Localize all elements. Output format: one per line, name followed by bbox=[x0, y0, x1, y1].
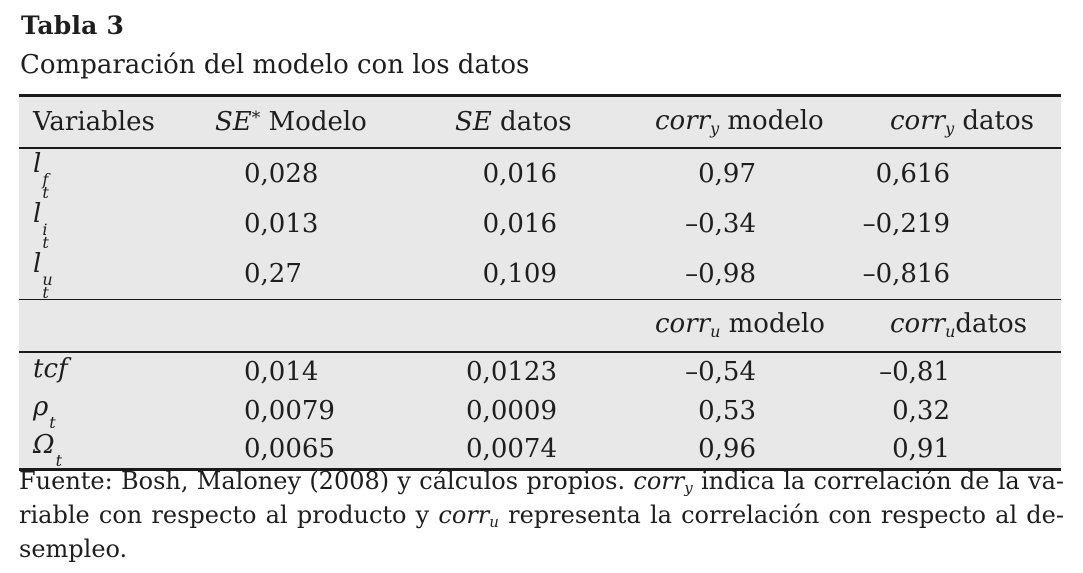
cell-corr-datos: –0,81 bbox=[879, 357, 950, 387]
header-cell-corry-modelo: corry modelo bbox=[649, 96, 859, 148]
variable-superscript: i bbox=[42, 219, 48, 239]
cell-se-datos: 0,016 bbox=[482, 158, 557, 189]
header-cell-se-modelo: SE* Modelo bbox=[199, 96, 439, 148]
cell-corr-modelo: –0,98 bbox=[685, 258, 756, 289]
cell-corr-modelo: 0,96 bbox=[698, 433, 756, 464]
variable-subscript: t bbox=[42, 182, 49, 202]
header-label: corr bbox=[655, 309, 711, 340]
header-cell-corry-datos: corry datos bbox=[859, 96, 1061, 148]
variable-label-cell: tcf bbox=[19, 352, 199, 391]
table-header-row: Variables SE* Modelo SE datos corry mode… bbox=[19, 96, 1061, 148]
header-subscript: u bbox=[945, 322, 956, 342]
cell-corr-datos: –0,816 bbox=[862, 258, 950, 289]
header-label: corr bbox=[655, 105, 711, 136]
variable-superscript: f bbox=[42, 169, 49, 189]
header-cell-se-datos: SE datos bbox=[439, 96, 649, 148]
cell-se-datos: 0,0009 bbox=[466, 395, 557, 426]
cell-se-modelo: 0,27 bbox=[244, 258, 302, 289]
variable-subscript: t bbox=[42, 232, 49, 252]
cell-se-datos: 0,016 bbox=[482, 208, 557, 239]
header-label: Variables bbox=[33, 106, 155, 137]
cell-corr-modelo: –0,34 bbox=[685, 208, 756, 239]
header-label: datos bbox=[954, 105, 1034, 136]
footnote-line: sempleo. bbox=[19, 535, 128, 563]
variable-label: tcf bbox=[33, 354, 68, 384]
header-subscript: u bbox=[710, 322, 721, 342]
header-label: Modelo bbox=[260, 106, 367, 137]
cell-se-datos: 0,109 bbox=[482, 258, 557, 289]
corr-subscript: y bbox=[684, 479, 693, 497]
comparison-table: Variables SE* Modelo SE datos corry mode… bbox=[19, 94, 1061, 471]
variable-subscript: t bbox=[42, 282, 49, 302]
cell-se-modelo: 0,0079 bbox=[244, 395, 335, 426]
corr-term: corr bbox=[633, 467, 685, 495]
header-superscript: * bbox=[251, 107, 261, 128]
variable-superscript: u bbox=[42, 269, 53, 289]
header-label: modelo bbox=[719, 105, 824, 136]
cell-se-datos: 0,0074 bbox=[466, 433, 557, 464]
table-row: tcf 0,014 0,0123 –0,54 –0,81 bbox=[19, 352, 1061, 391]
cell-se-modelo: 0,028 bbox=[244, 158, 319, 189]
header-label: corr bbox=[890, 309, 946, 340]
header-label: modelo bbox=[720, 309, 825, 340]
cell-corr-datos: 0,32 bbox=[892, 395, 950, 426]
table-footnote: Fuente: Bosh, Maloney (2008) y cálculos … bbox=[19, 464, 1064, 566]
cell-se-datos: 0,0123 bbox=[466, 357, 557, 387]
header-cell-corru-modelo: corru modelo bbox=[649, 299, 859, 352]
mid-header-row: corru modelo corrudatos bbox=[19, 299, 1061, 352]
header-label: datos bbox=[491, 106, 572, 137]
cell-corr-modelo: –0,54 bbox=[685, 357, 756, 387]
cell-corr-datos: 0,91 bbox=[892, 433, 950, 464]
corr-subscript: u bbox=[489, 513, 499, 531]
header-label: datos bbox=[955, 309, 1027, 340]
variable-subscript: t bbox=[55, 451, 62, 471]
cell-se-modelo: 0,013 bbox=[244, 208, 319, 239]
footnote-line: Fuente: Bosh, Maloney (2008) y cálculos … bbox=[19, 467, 1064, 497]
footnote-line: riable con respecto al producto y corru … bbox=[19, 501, 1064, 531]
cell-se-modelo: 0,014 bbox=[244, 357, 319, 387]
header-label: SE bbox=[455, 106, 492, 137]
header-cell-variables: Variables bbox=[19, 96, 199, 148]
cell-se-modelo: 0,0065 bbox=[244, 433, 335, 464]
table-number: Tabla 3 bbox=[21, 11, 125, 40]
header-label: SE bbox=[215, 106, 252, 137]
cell-corr-modelo: 0,53 bbox=[698, 395, 756, 426]
cell-corr-datos: 0,616 bbox=[875, 158, 950, 189]
cell-corr-datos: –0,219 bbox=[862, 208, 950, 239]
header-subscript: y bbox=[945, 118, 955, 138]
corr-term: corr bbox=[438, 501, 490, 529]
variable-subscript: t bbox=[49, 413, 56, 432]
header-cell-corru-datos: corrudatos bbox=[859, 299, 1061, 352]
cell-corr-modelo: 0,97 bbox=[698, 158, 756, 189]
header-label: corr bbox=[890, 105, 946, 136]
header-subscript: y bbox=[710, 118, 720, 138]
table-caption: Comparación del modelo con los datos bbox=[20, 50, 530, 80]
